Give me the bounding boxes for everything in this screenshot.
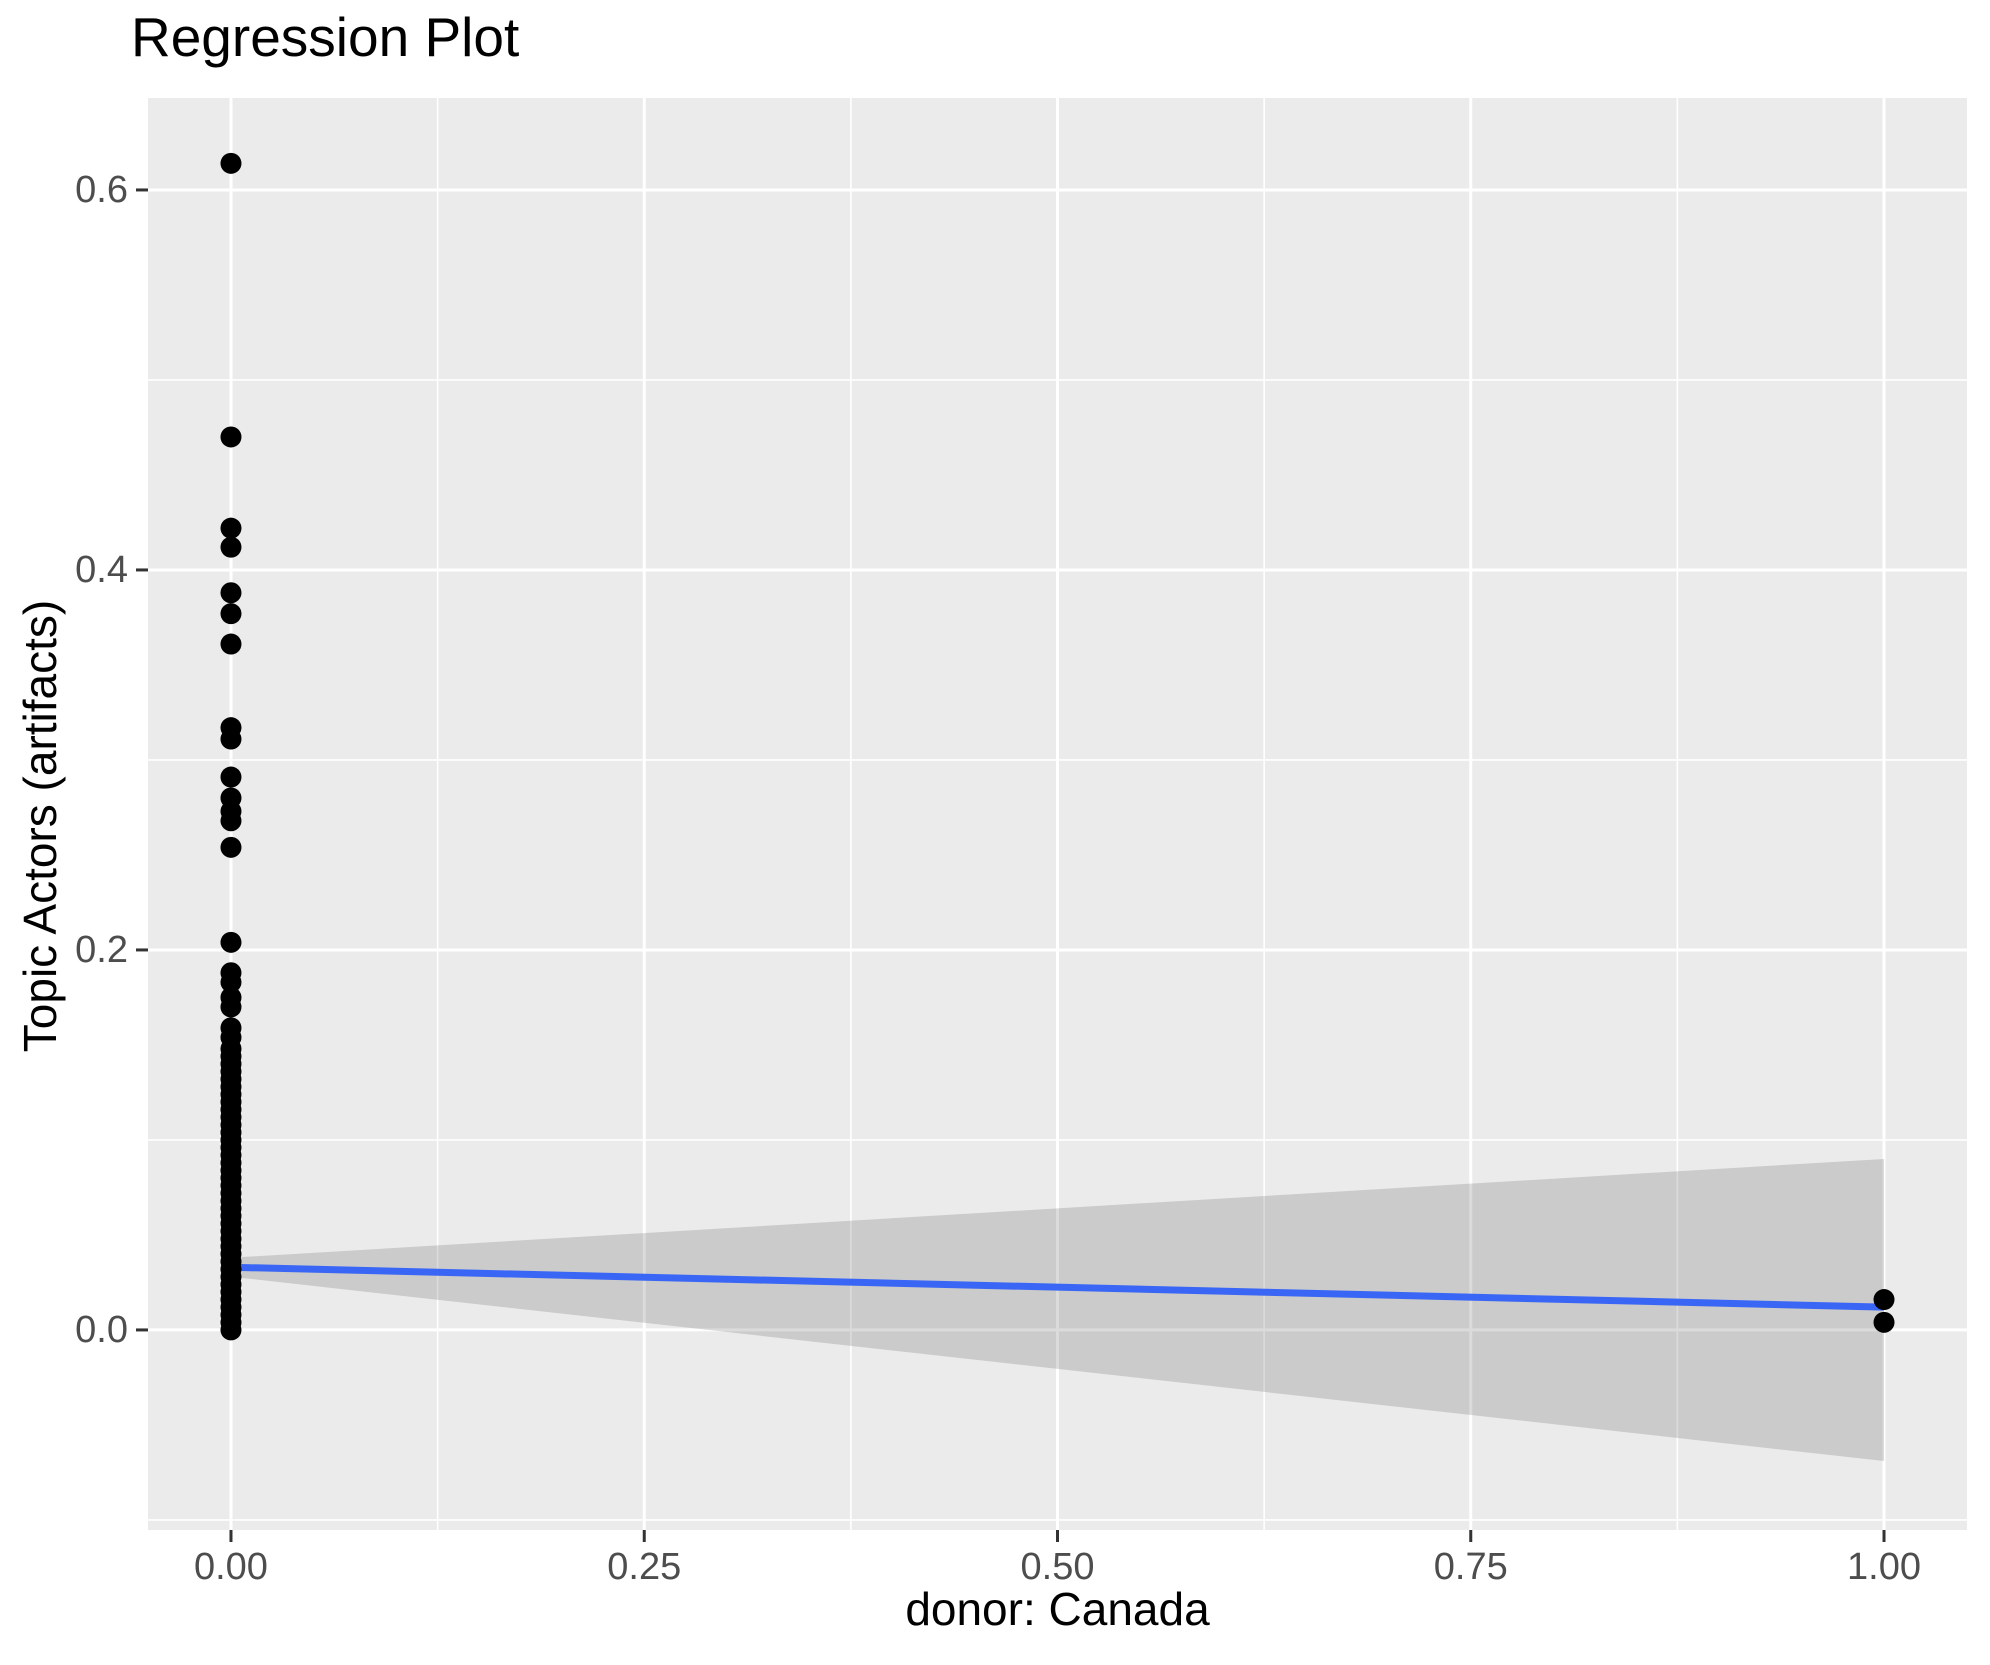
data-point [220,728,242,750]
data-point [1873,1289,1895,1311]
y-tick-label: 0.6 [75,168,128,211]
regression-line [230,1263,1885,1311]
confidence-band [230,1158,1885,1462]
chart-title: Regression Plot [131,6,520,68]
data-point [220,152,242,174]
data-point [1873,1311,1895,1333]
data-point [220,536,242,558]
y-axis-title: Topic Actors (artifacts) [14,599,66,1053]
data-point [220,426,242,448]
data-point [220,633,242,655]
data-point [220,603,242,625]
x-tick-label: 0.50 [1020,1546,1095,1588]
data-point [220,931,242,953]
x-tick-label: 1.00 [1847,1546,1921,1588]
x-tick-label: 0.25 [607,1546,682,1588]
data-point [220,810,242,832]
y-tick-label: 0.2 [75,928,128,971]
data-point [220,1319,242,1341]
y-tick-label: 0.0 [75,1308,128,1351]
x-tick-label: 0.00 [193,1546,268,1588]
data-point [220,836,242,858]
data-point [220,996,242,1018]
data-point [220,582,242,604]
x-axis-title: donor: Canada [905,1583,1210,1635]
data-point [220,766,242,788]
y-tick-label: 0.4 [75,548,128,591]
data-point [220,517,242,539]
data-point [220,971,242,993]
x-tick-label: 0.75 [1433,1546,1508,1588]
